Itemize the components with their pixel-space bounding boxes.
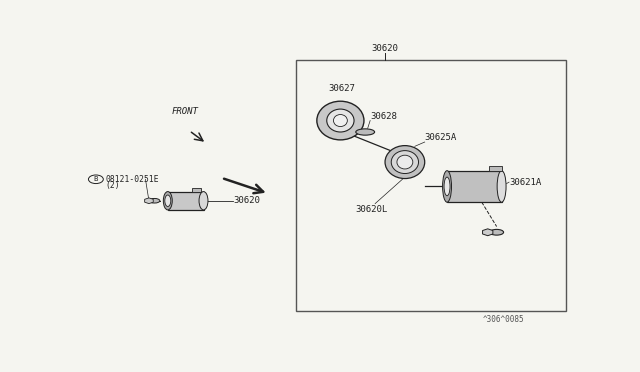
Ellipse shape: [199, 192, 208, 210]
Ellipse shape: [327, 109, 354, 132]
Text: 08121-0251E: 08121-0251E: [106, 175, 159, 184]
Ellipse shape: [397, 155, 413, 169]
Text: 30620: 30620: [234, 196, 260, 205]
Text: (2): (2): [106, 181, 120, 190]
Ellipse shape: [333, 115, 348, 126]
Text: 30625A: 30625A: [425, 133, 457, 142]
Ellipse shape: [163, 192, 172, 210]
Text: FRONT: FRONT: [172, 107, 198, 116]
Text: 30628: 30628: [370, 112, 397, 121]
Ellipse shape: [149, 198, 160, 203]
Ellipse shape: [165, 195, 171, 206]
Ellipse shape: [490, 230, 504, 235]
Bar: [296, 60, 566, 311]
Ellipse shape: [356, 129, 374, 135]
Text: B: B: [93, 176, 98, 182]
Bar: [489, 166, 502, 171]
Text: 30620L: 30620L: [355, 205, 388, 214]
Ellipse shape: [444, 177, 450, 196]
Ellipse shape: [391, 151, 419, 173]
Bar: [191, 188, 200, 192]
Ellipse shape: [385, 145, 425, 179]
Text: 30621A: 30621A: [509, 178, 541, 187]
Text: 30627: 30627: [328, 84, 355, 93]
Bar: [447, 171, 502, 202]
Ellipse shape: [497, 171, 506, 202]
Ellipse shape: [443, 171, 451, 202]
Ellipse shape: [317, 101, 364, 140]
Text: 30620: 30620: [372, 44, 399, 53]
Text: ^306^0085: ^306^0085: [483, 315, 524, 324]
Bar: [168, 192, 204, 210]
